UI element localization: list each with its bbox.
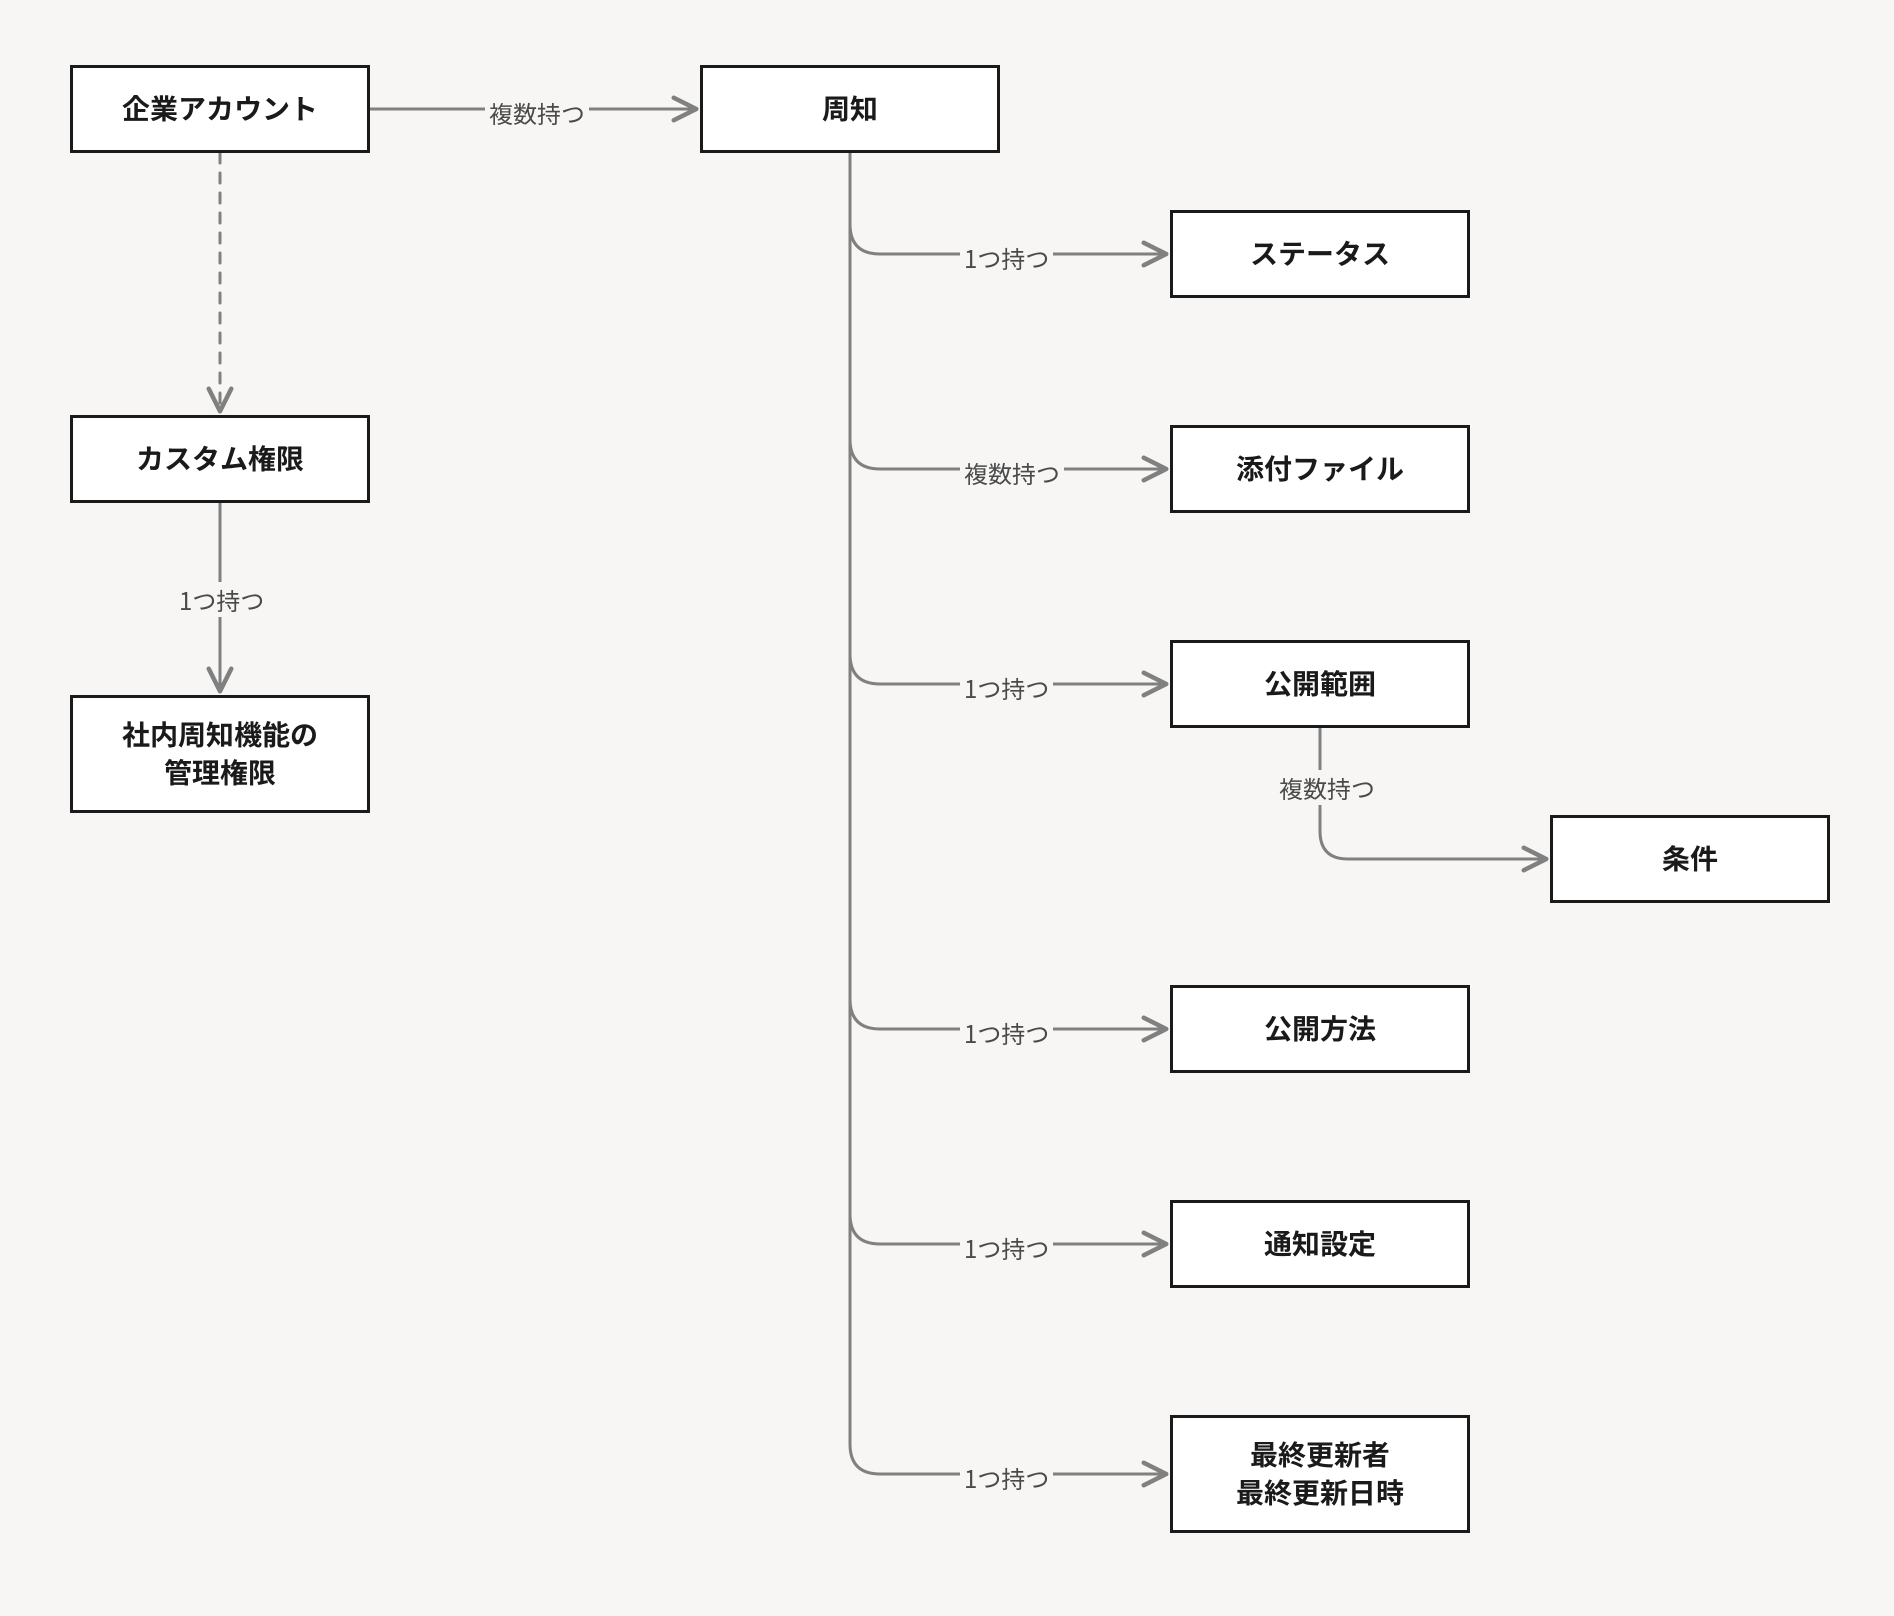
edge-e4 bbox=[850, 153, 1164, 254]
edge-e6 bbox=[850, 153, 1164, 684]
node-attachment: 添付ファイル bbox=[1170, 425, 1470, 513]
edge-label-e4: 1つ持つ bbox=[960, 240, 1053, 275]
edge-label-e10: 1つ持つ bbox=[960, 1460, 1053, 1495]
edge-label-e7: 複数持つ bbox=[1275, 770, 1379, 805]
node-scope: 公開範囲 bbox=[1170, 640, 1470, 728]
node-status: ステータス bbox=[1170, 210, 1470, 298]
node-manage_perm: 社内周知機能の 管理権限 bbox=[70, 695, 370, 813]
node-corp_account: 企業アカウント bbox=[70, 65, 370, 153]
edge-e8 bbox=[850, 153, 1164, 1029]
edge-label-e5: 複数持つ bbox=[960, 455, 1064, 490]
edge-label-e9: 1つ持つ bbox=[960, 1230, 1053, 1265]
edge-label-e3: 1つ持つ bbox=[175, 582, 268, 617]
diagram-canvas: 企業アカウント 周知カスタム権限社内周知機能の 管理権限 ステータス添付ファイル公開… bbox=[0, 0, 1894, 1616]
edge-label-e6: 1つ持つ bbox=[960, 670, 1053, 705]
node-last_update: 最終更新者 最終更新日時 bbox=[1170, 1415, 1470, 1533]
edge-label-e8: 1つ持つ bbox=[960, 1015, 1053, 1050]
edge-label-e1: 複数持つ bbox=[485, 95, 589, 130]
node-pub_method: 公開方法 bbox=[1170, 985, 1470, 1073]
edge-e10 bbox=[850, 153, 1164, 1474]
node-notify_setting: 通知設定 bbox=[1170, 1200, 1470, 1288]
node-custom_perm: カスタム権限 bbox=[70, 415, 370, 503]
edge-e5 bbox=[850, 153, 1164, 469]
node-notice: 周知 bbox=[700, 65, 1000, 153]
node-condition: 条件 bbox=[1550, 815, 1830, 903]
